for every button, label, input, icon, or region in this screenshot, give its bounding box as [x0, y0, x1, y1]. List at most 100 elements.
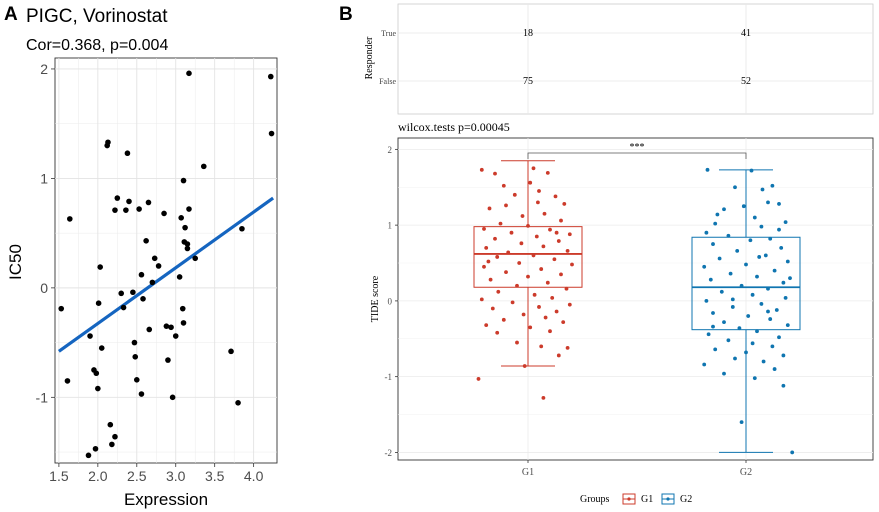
boxplot-point-g1 — [526, 223, 530, 228]
scatter-point — [145, 199, 152, 206]
table-y-label: Responder — [364, 36, 375, 79]
boxplot-point-g1 — [479, 297, 484, 302]
boxplot-point-g1 — [504, 270, 508, 275]
boxplot-point-g1 — [548, 227, 552, 232]
scatter-point — [163, 323, 170, 329]
panel-a-label: A — [4, 4, 18, 25]
legend-key-g2-point — [666, 497, 670, 501]
scatter-point — [146, 326, 153, 333]
legend-label-g1: G1 — [641, 494, 653, 505]
boxplot-point-g2 — [766, 286, 770, 291]
scatter-point — [126, 198, 132, 205]
scatter-y-tick-label: 2 — [40, 61, 48, 77]
boxplot-point-g1 — [512, 192, 517, 197]
scatter-point — [180, 177, 187, 184]
scatter-x-tick-label: 1.5 — [49, 468, 69, 484]
boxplot-point-g2 — [737, 326, 742, 331]
scatter-y-tick-label: -1 — [36, 389, 49, 405]
boxplot-x-ticks: G1 G2 — [522, 460, 752, 478]
boxplot-point-g2 — [772, 268, 777, 273]
boxplot-y-tick-label: 0 — [388, 296, 393, 306]
boxplot-point-g2 — [705, 167, 710, 172]
boxplot-point-g1 — [522, 364, 527, 368]
scatter-point — [105, 139, 111, 146]
boxplot-point-g1 — [501, 183, 506, 188]
boxplot-point-g2 — [715, 212, 720, 217]
scatter-y-tick-label: 0 — [40, 280, 48, 296]
boxplot-point-g2 — [752, 376, 757, 381]
boxplot-point-g1 — [537, 189, 541, 193]
boxplot-point-g2 — [783, 220, 788, 224]
boxplot-point-g1 — [484, 323, 489, 328]
legend-key-g1 — [622, 493, 636, 505]
boxplot-point-g1 — [543, 315, 548, 320]
boxplot-point-g2 — [785, 259, 790, 264]
boxplot-point-g2 — [735, 248, 740, 253]
scatter-x-ticks: 1.5 2.0 2.5 3.0 3.5 4.0 — [49, 463, 264, 484]
boxplot-point-g1 — [534, 234, 539, 239]
table-row-label-false: False — [379, 77, 396, 86]
boxplot-point-g1 — [541, 395, 546, 400]
scatter-point — [95, 300, 102, 306]
boxplot-point-g1 — [542, 211, 547, 216]
boxplot-point-g2 — [717, 256, 722, 261]
boxplot-point-g1 — [556, 239, 561, 243]
boxplot-point-g1 — [532, 292, 537, 297]
boxplot-point-g2 — [713, 347, 718, 352]
scatter-point — [267, 73, 274, 80]
table-cell-false-g2: 52 — [741, 76, 751, 87]
scatter-point — [155, 263, 162, 269]
scatter-title: PIGC, Vorinostat — [26, 6, 168, 27]
boxplot-point-g1 — [559, 218, 563, 223]
boxplot-point-g2 — [788, 276, 792, 281]
scatter-point — [120, 304, 127, 311]
boxplot-point-g1 — [561, 320, 566, 325]
scatter-y-tick-label: 1 — [40, 170, 48, 186]
significance-bracket-line — [527, 152, 747, 159]
boxplot-point-g1 — [545, 170, 550, 175]
boxplot-point-g1 — [528, 325, 533, 330]
scatter-point — [130, 289, 136, 296]
scatter-x-tick-label: 2.0 — [88, 468, 108, 484]
boxplot-point-g2 — [726, 338, 731, 343]
boxplot-point-g2 — [711, 324, 715, 329]
boxplot-point-g2 — [761, 359, 766, 364]
boxplot-point-g2 — [741, 204, 746, 209]
boxplot-point-g2 — [702, 362, 707, 367]
scatter-point — [112, 207, 118, 213]
boxplot-point-g1 — [567, 302, 572, 307]
boxplot-point-g1 — [565, 248, 570, 253]
boxplot-y-label: TIDE score — [370, 275, 381, 322]
scatter-point — [87, 333, 93, 339]
table-row-label-true: True — [381, 29, 396, 38]
boxplot-panel: wilcox.tests p=0.00045 210-1-2 G1 G2 *** … — [370, 120, 874, 505]
boxplot-point-g2 — [748, 238, 753, 243]
boxplot-point-g1 — [521, 312, 526, 317]
boxplot-point-g2 — [766, 200, 770, 205]
boxplot-point-g2 — [750, 341, 755, 346]
boxplot-point-g2 — [781, 383, 786, 388]
boxplot-point-g1 — [495, 330, 500, 335]
table-cell-true-g2: 41 — [741, 28, 751, 39]
boxplot-point-g2 — [755, 329, 759, 334]
scatter-point — [138, 391, 145, 397]
scatter-point — [109, 441, 115, 448]
scatter-x-tick-label: 3.5 — [205, 468, 225, 484]
boxplot-point-g1 — [506, 250, 511, 255]
scatter-point — [138, 271, 145, 278]
boxplot-point-g2 — [744, 262, 748, 267]
table-cell-false-g1: 75 — [523, 76, 533, 87]
scatter-point — [268, 130, 275, 137]
scatter-point — [228, 348, 234, 355]
scatter-point — [92, 445, 99, 452]
scatter-point — [95, 385, 101, 392]
boxplot-point-g2 — [733, 185, 737, 190]
boxplot-point-g1 — [515, 340, 519, 345]
boxplot-point-g1 — [541, 244, 546, 249]
boxplot-point-g1 — [496, 289, 501, 294]
boxplot-point-g1 — [537, 305, 541, 309]
boxplot-point-g1 — [562, 202, 567, 206]
scatter-x-label: Expression — [124, 490, 208, 509]
boxplot-point-g2 — [722, 371, 726, 376]
scatter-point — [178, 215, 184, 221]
